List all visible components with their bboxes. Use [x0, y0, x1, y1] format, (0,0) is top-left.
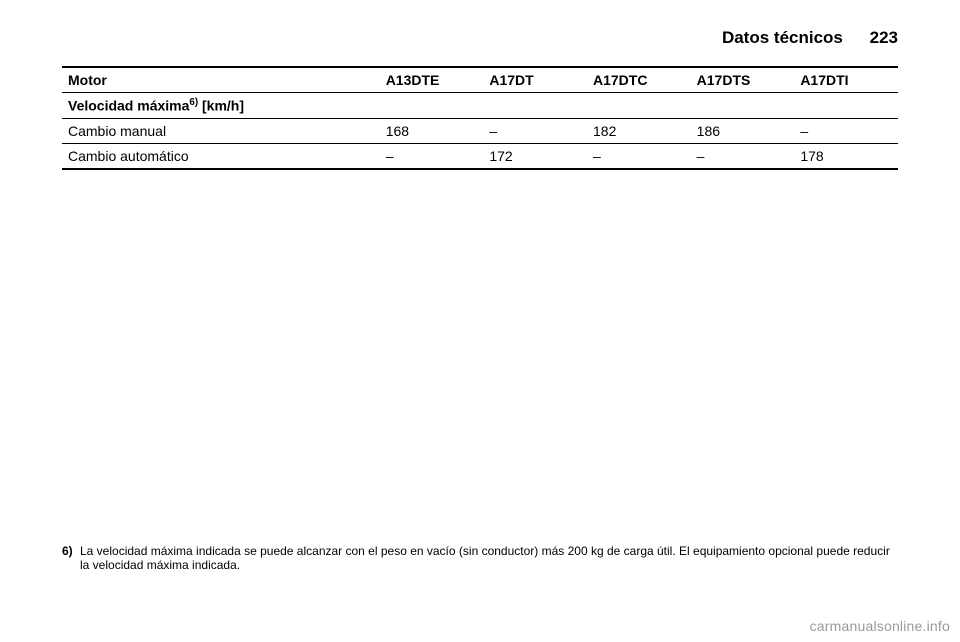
col-header: A17DTC — [587, 67, 691, 93]
manual-page: Datos técnicos 223 Motor A13DTE A17DT A1… — [0, 0, 960, 642]
col-header: A17DTS — [691, 67, 795, 93]
speed-table: Motor A13DTE A17DT A17DTC A17DTS A17DTI … — [62, 66, 898, 170]
cell: – — [691, 143, 795, 169]
cell: – — [794, 118, 898, 143]
table-subheader-row: Velocidad máxima6) [km/h] — [62, 93, 898, 119]
col-header: Motor — [62, 67, 380, 93]
cell: 186 — [691, 118, 795, 143]
cell: – — [483, 118, 587, 143]
table-subheader: Velocidad máxima6) [km/h] — [62, 93, 898, 119]
col-header: A17DT — [483, 67, 587, 93]
row-label: Cambio automático — [62, 143, 380, 169]
footnote-text: La velocidad máxima indicada se puede al… — [80, 544, 898, 572]
row-label: Cambio manual — [62, 118, 380, 143]
cell: 182 — [587, 118, 691, 143]
section-title: Datos técnicos — [722, 28, 843, 47]
footnote-marker: 6) — [62, 544, 80, 572]
cell: – — [380, 143, 484, 169]
col-header: A13DTE — [380, 67, 484, 93]
table-header-row: Motor A13DTE A17DT A17DTC A17DTS A17DTI — [62, 67, 898, 93]
page-number: 223 — [870, 28, 898, 47]
cell: 168 — [380, 118, 484, 143]
page-header: Datos técnicos 223 — [62, 28, 898, 48]
table-row: Cambio automático – 172 – – 178 — [62, 143, 898, 169]
cell: – — [587, 143, 691, 169]
table-row: Cambio manual 168 – 182 186 – — [62, 118, 898, 143]
cell: 172 — [483, 143, 587, 169]
footnote: 6) La velocidad máxima indicada se puede… — [62, 544, 898, 572]
watermark: carmanualsonline.info — [810, 618, 950, 634]
cell: 178 — [794, 143, 898, 169]
col-header: A17DTI — [794, 67, 898, 93]
